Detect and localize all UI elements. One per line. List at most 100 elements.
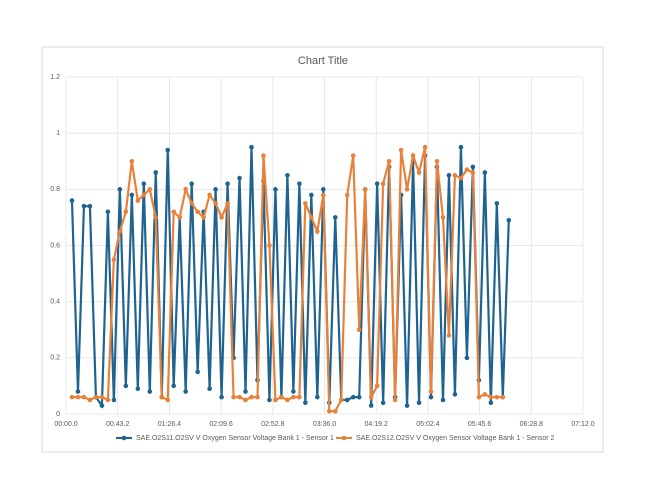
data-point (213, 201, 218, 206)
legend-marker (121, 435, 127, 441)
data-point (326, 408, 332, 414)
data-point (165, 147, 171, 153)
data-point (99, 403, 105, 408)
data-point (177, 215, 182, 220)
x-tick-label: 07:12.0 (571, 421, 594, 428)
data-point (440, 215, 446, 220)
data-point (309, 192, 314, 198)
data-point (332, 215, 338, 220)
data-point (135, 386, 141, 392)
data-point (153, 215, 159, 220)
data-point (249, 144, 254, 150)
y-tick-label: 1 (56, 130, 60, 137)
data-point (267, 397, 272, 403)
data-point (189, 181, 194, 187)
data-point (488, 400, 494, 406)
data-point (87, 397, 93, 403)
data-point (237, 175, 242, 181)
data-point (81, 394, 87, 400)
x-tick-label: 01:26.4 (158, 421, 181, 428)
x-tick-label: 05:02.4 (416, 421, 439, 428)
data-point (117, 229, 123, 234)
data-point (446, 172, 452, 178)
data-point (75, 389, 81, 394)
data-point (452, 172, 458, 178)
data-point (195, 209, 200, 215)
data-point (75, 394, 81, 400)
data-point (183, 187, 188, 192)
data-point (315, 394, 320, 400)
data-point (99, 394, 105, 400)
data-point (500, 394, 506, 400)
data-point (440, 397, 446, 403)
data-point (141, 192, 147, 198)
data-point (392, 397, 398, 403)
data-point (105, 209, 111, 215)
data-point (416, 400, 422, 406)
data-point (380, 181, 386, 187)
data-point (422, 144, 428, 150)
data-point (482, 392, 488, 397)
data-point (291, 389, 296, 394)
data-point (362, 187, 368, 192)
data-point (434, 158, 440, 164)
data-point (321, 192, 326, 198)
y-tick-label: 0.6 (50, 242, 60, 249)
y-tick-label: 1.2 (50, 74, 60, 81)
data-point (398, 147, 404, 153)
data-point (249, 394, 254, 400)
data-point (153, 170, 159, 175)
data-point (350, 394, 356, 400)
data-point (147, 389, 153, 394)
y-tick-label: 0.2 (50, 355, 60, 362)
chart-title: Chart Title (298, 55, 348, 67)
data-point (303, 201, 308, 206)
data-point (368, 403, 374, 408)
data-point (428, 389, 434, 394)
data-point (117, 187, 123, 192)
data-point (404, 403, 410, 408)
x-tick-label: 04:19.2 (365, 421, 388, 428)
data-point (243, 397, 248, 403)
data-point (123, 209, 129, 215)
data-point (261, 153, 266, 158)
data-point (404, 187, 410, 192)
data-point (105, 397, 111, 403)
data-point (273, 397, 278, 403)
data-point (344, 192, 350, 198)
data-point (93, 394, 99, 400)
x-tick-label: 05:45.6 (468, 421, 491, 428)
data-point (350, 153, 356, 158)
data-point (386, 158, 392, 164)
data-point (267, 243, 272, 248)
data-point (303, 400, 308, 406)
data-point (315, 229, 320, 234)
data-point (147, 187, 153, 192)
data-point (488, 394, 494, 400)
data-point (129, 158, 135, 164)
legend-label: SAE.O2S12.O2SV V Oxygen Sensor Voltage B… (356, 435, 555, 442)
data-point (225, 181, 230, 187)
data-point (195, 369, 200, 375)
data-point (111, 397, 117, 403)
data-point (219, 215, 224, 220)
data-point (506, 217, 512, 223)
data-point (201, 215, 206, 220)
x-tick-label: 06:28.8 (520, 421, 543, 428)
data-point (159, 394, 165, 400)
data-point (494, 201, 500, 206)
data-point (470, 170, 476, 175)
data-point (81, 203, 87, 209)
data-point (69, 198, 75, 203)
data-point (332, 408, 338, 414)
data-point (225, 201, 230, 206)
data-point (291, 394, 296, 400)
data-point (309, 215, 314, 220)
data-point (458, 144, 464, 150)
data-point (111, 257, 117, 262)
data-point (255, 394, 260, 400)
x-tick-label: 02:09.6 (209, 421, 232, 428)
x-tick-label: 00:43.2 (106, 421, 129, 428)
